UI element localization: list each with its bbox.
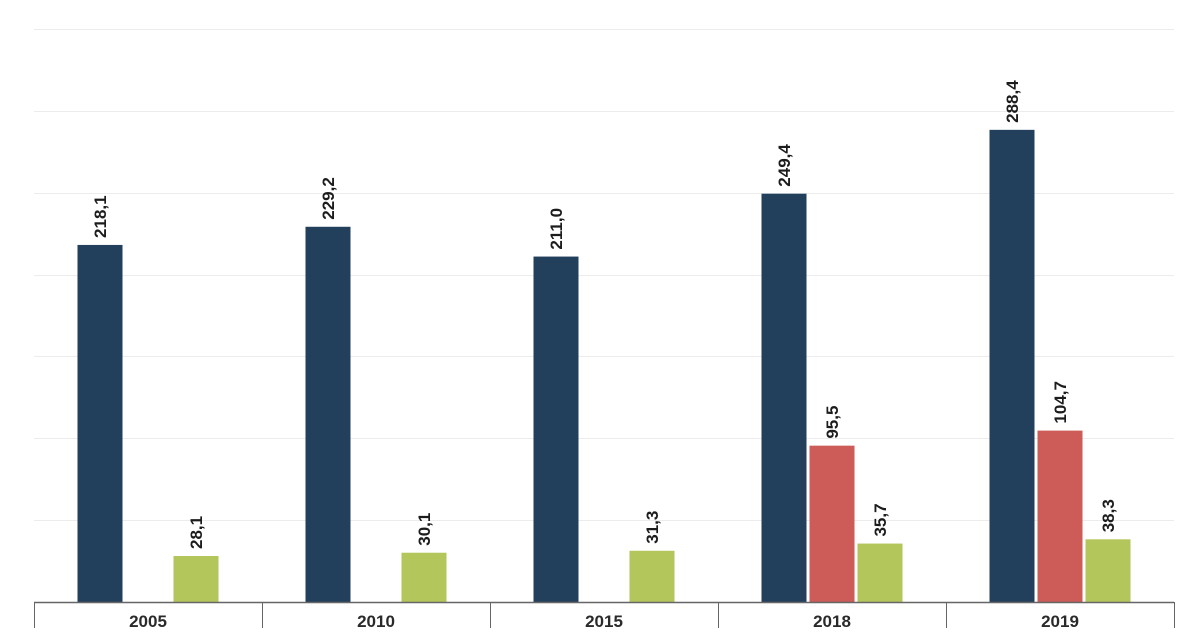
data-labels: 218,1 28,1 229,2 30,1 211,0 31,3 249,4 95,5 35,7…	[91, 80, 1118, 549]
data-label-2015-series-0: 211,0	[547, 208, 566, 250]
bar-2005-series-2	[173, 555, 219, 602]
x-axis: 2005 2010 2015 2018 2019	[34, 601, 1175, 631]
data-label-2005-series-0: 218,1	[91, 195, 110, 238]
bars	[77, 129, 1131, 603]
x-tick-label-2019: 2019	[1041, 612, 1079, 628]
gridlines	[34, 29, 1174, 521]
bar-2019-series-1	[1037, 430, 1083, 602]
bar-2018-series-0	[761, 193, 807, 602]
bar-2018-series-1	[809, 445, 855, 602]
x-tick-label-2015: 2015	[585, 612, 623, 628]
bar-2005-series-0	[77, 244, 123, 602]
x-tick-label-2010: 2010	[357, 612, 395, 628]
data-label-2019-series-0: 288,4	[1003, 80, 1022, 123]
data-label-2019-series-1: 104,7	[1051, 381, 1070, 424]
data-label-2018-series-0: 249,4	[775, 144, 794, 187]
data-label-2018-series-2: 35,7	[871, 503, 890, 536]
data-label-2010-series-0: 229,2	[319, 177, 338, 220]
x-tick-label-2005: 2005	[129, 612, 167, 628]
bar-2010-series-0	[305, 226, 351, 603]
data-label-2019-series-2: 38,3	[1099, 499, 1118, 532]
bar-2015-series-2	[629, 550, 675, 602]
data-label-2005-series-2: 28,1	[187, 516, 206, 549]
data-label-2018-series-1: 95,5	[823, 406, 842, 439]
x-tick-label-2018: 2018	[813, 612, 851, 628]
bar-2010-series-2	[401, 552, 447, 602]
bar-2015-series-0	[533, 256, 579, 602]
bar-2019-series-0	[989, 129, 1035, 602]
data-label-2015-series-2: 31,3	[643, 511, 662, 544]
bar-2018-series-2	[857, 543, 903, 602]
bar-2019-series-2	[1085, 539, 1131, 602]
data-label-2010-series-2: 30,1	[415, 513, 434, 546]
